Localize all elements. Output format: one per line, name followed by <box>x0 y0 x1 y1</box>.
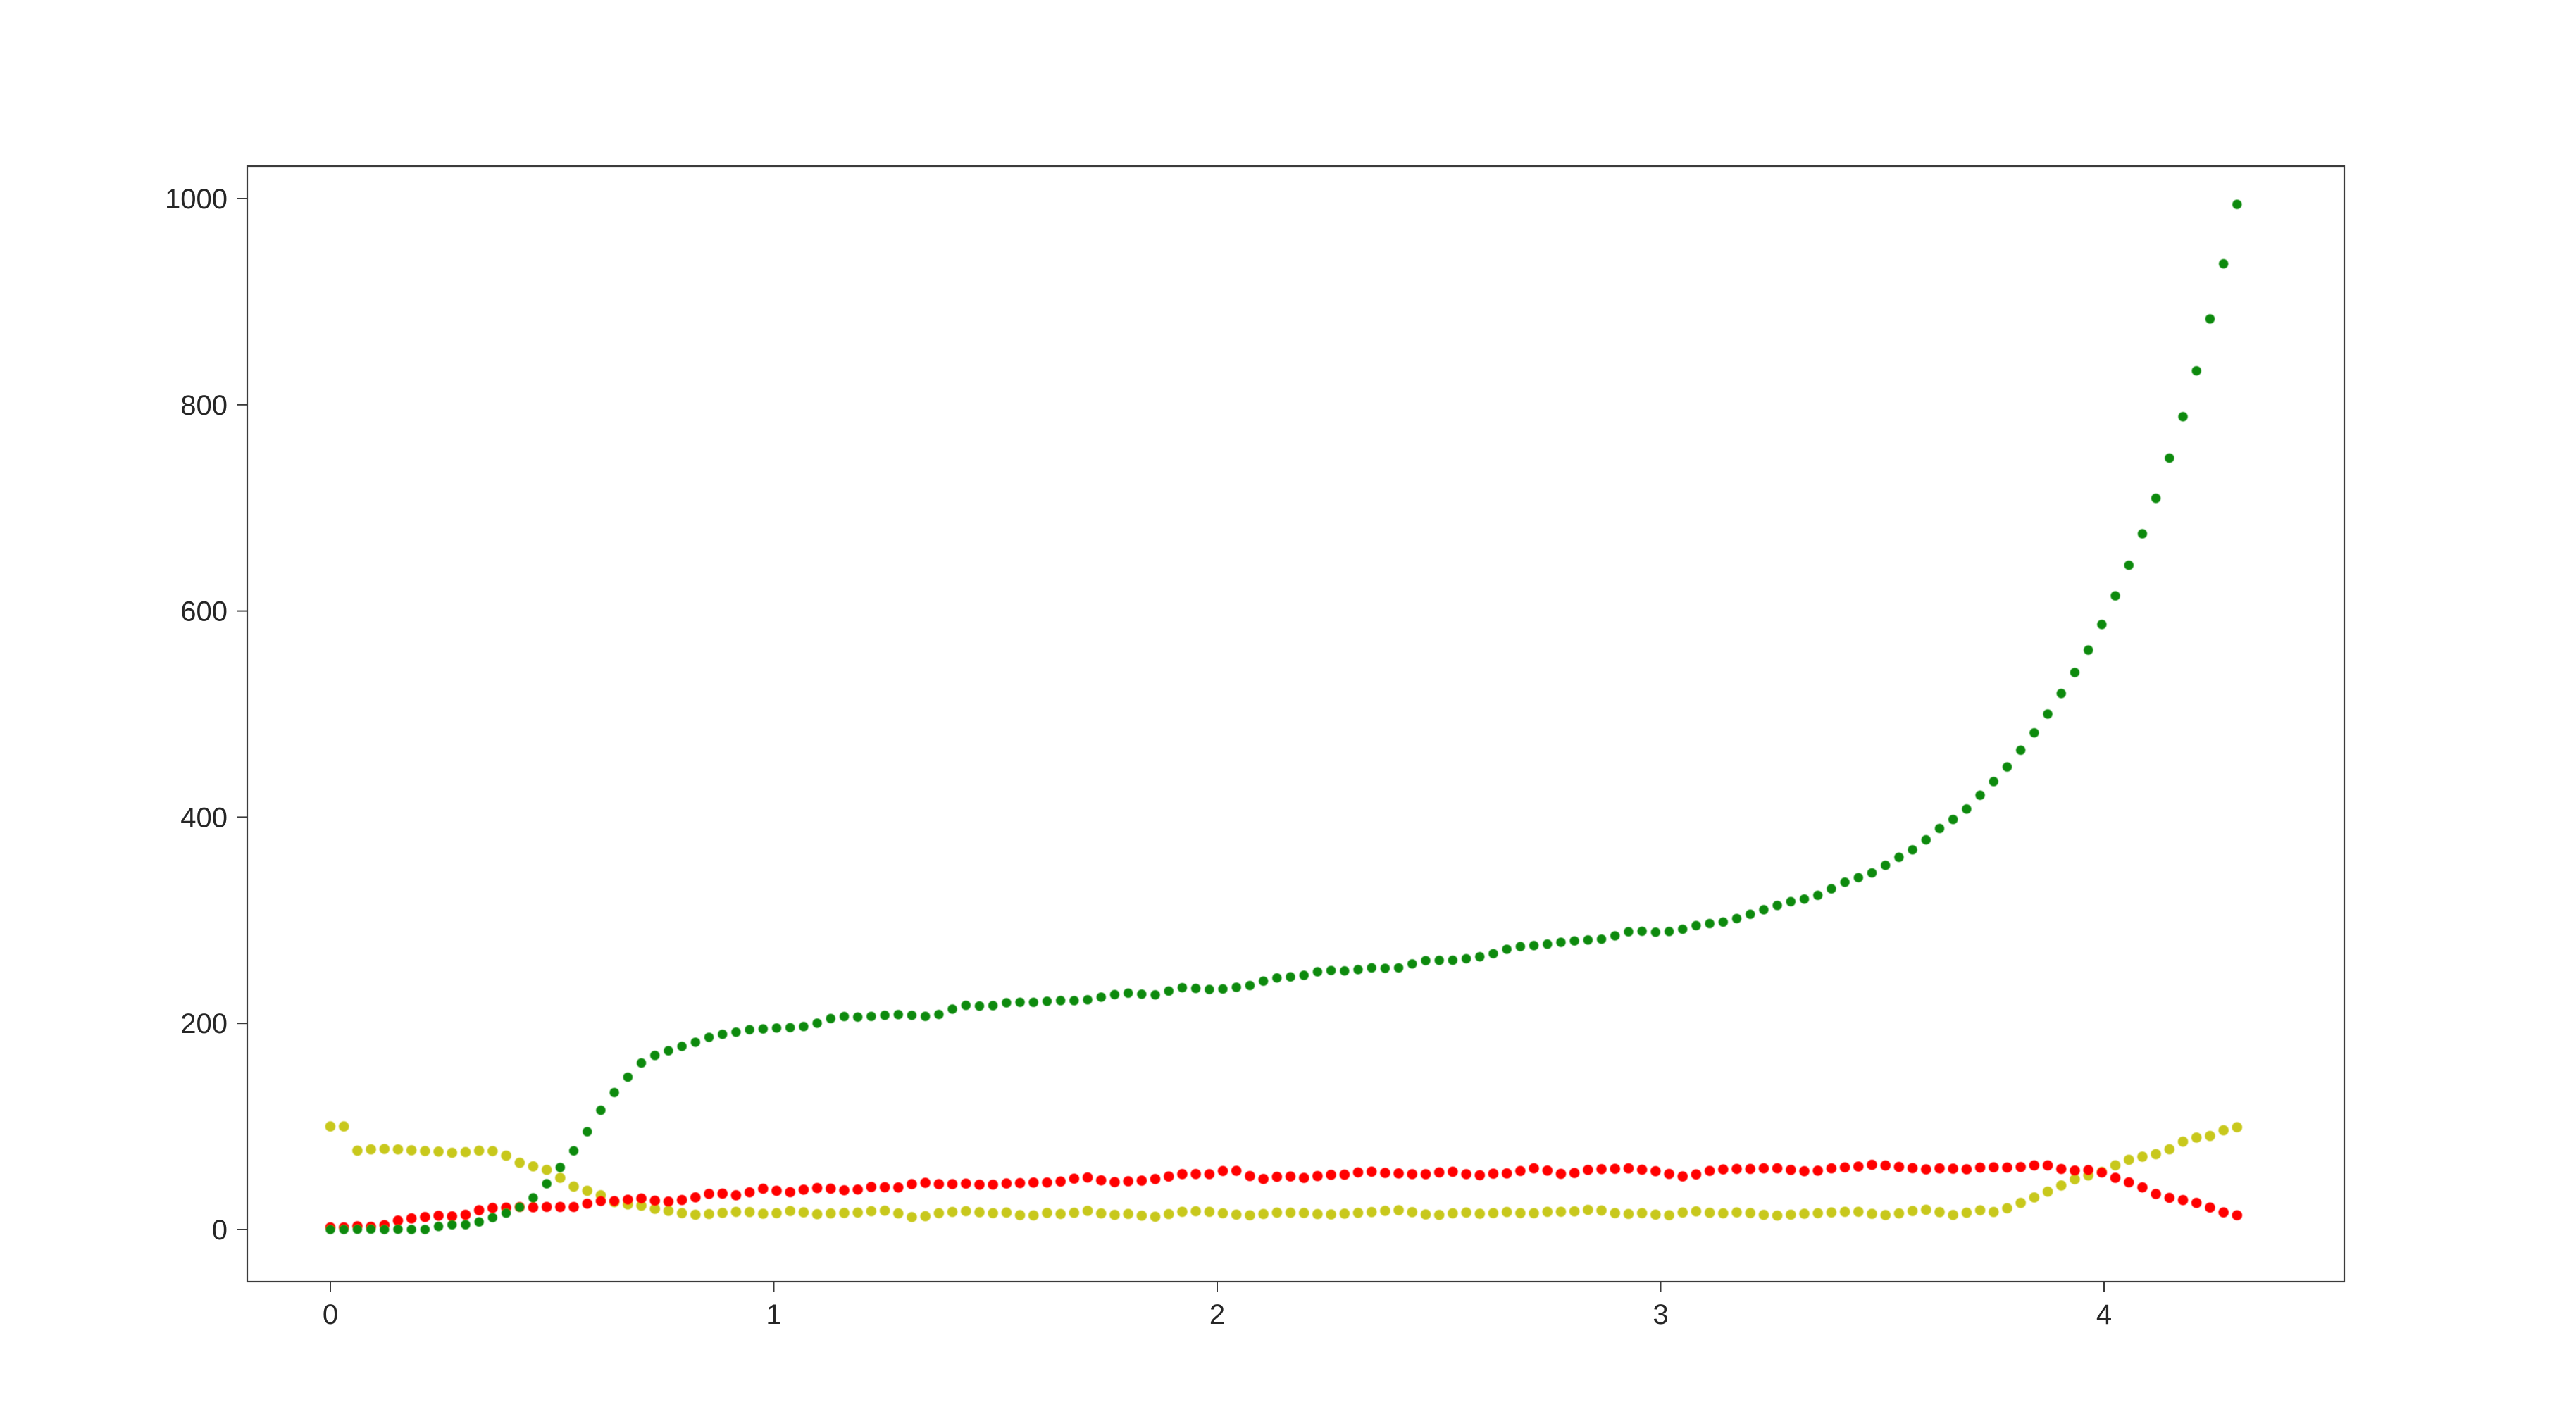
svg-text:600: 600 <box>180 596 228 627</box>
svg-text:3: 3 <box>1653 1299 1668 1330</box>
svg-text:0: 0 <box>212 1215 228 1246</box>
svg-text:1: 1 <box>766 1299 781 1330</box>
svg-text:4: 4 <box>2096 1299 2112 1330</box>
svg-text:1000: 1000 <box>165 184 228 215</box>
svg-text:400: 400 <box>180 802 228 833</box>
svg-text:2: 2 <box>1209 1299 1225 1330</box>
svg-text:800: 800 <box>180 390 228 421</box>
svg-text:200: 200 <box>180 1008 228 1039</box>
svg-text:0: 0 <box>323 1299 338 1330</box>
